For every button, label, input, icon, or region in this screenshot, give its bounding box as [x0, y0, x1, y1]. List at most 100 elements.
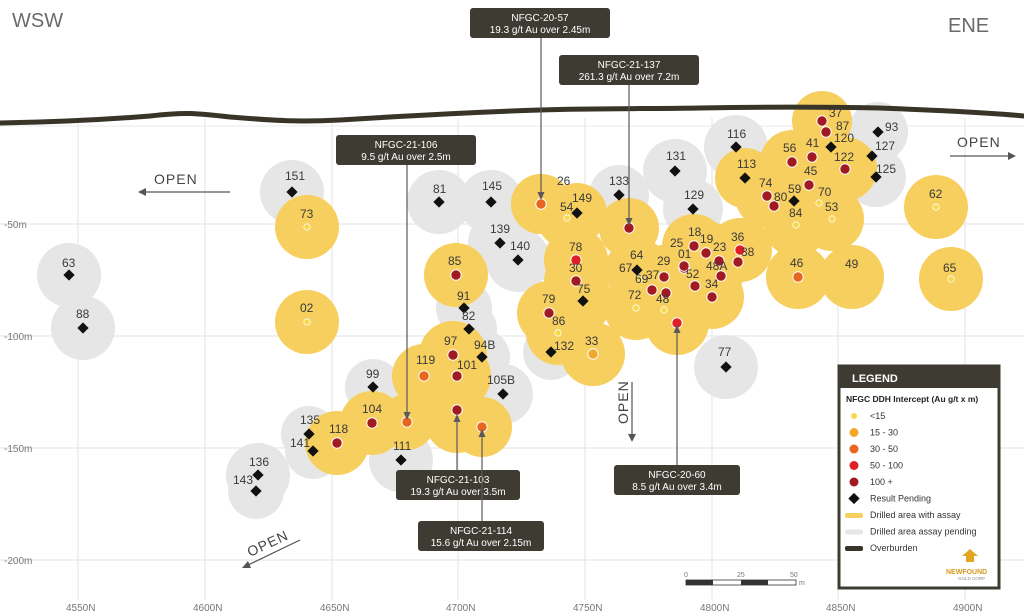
- drill-hole[interactable]: 33: [585, 334, 599, 360]
- intercept-marker: [587, 348, 599, 360]
- drill-hole[interactable]: 105B: [487, 373, 515, 400]
- hole-label: 88: [76, 307, 90, 321]
- drill-hole[interactable]: 133: [609, 174, 629, 201]
- drill-hole[interactable]: 94B: [474, 338, 495, 363]
- scale-unit: m: [799, 580, 805, 587]
- drill-hole[interactable]: 81: [433, 182, 447, 208]
- hole-label: 25: [670, 236, 684, 250]
- drill-hole[interactable]: 141: [290, 436, 319, 457]
- drill-hole[interactable]: 151: [285, 169, 305, 198]
- drill-hole[interactable]: 37: [816, 106, 843, 127]
- hole-label: 36: [731, 230, 745, 244]
- drill-hole[interactable]: 84: [789, 206, 803, 229]
- drill-hole[interactable]: 78: [569, 240, 583, 266]
- drill-hole[interactable]: 132: [545, 339, 574, 358]
- drill-hole[interactable]: 48A: [706, 259, 727, 282]
- intercept-marker: [734, 244, 746, 256]
- drill-hole[interactable]: 46: [790, 256, 804, 283]
- hole-label: 72: [628, 288, 642, 302]
- drill-hole[interactable]: 113: [737, 157, 756, 184]
- drill-hole[interactable]: 59: [788, 182, 802, 207]
- drill-hole[interactable]: 70: [815, 185, 832, 207]
- drill-hole[interactable]: 19: [700, 232, 714, 259]
- drill-hole[interactable]: 131: [666, 149, 686, 177]
- drill-hole[interactable]: 87: [820, 119, 850, 138]
- hole-label: 52: [686, 267, 700, 281]
- drill-hole[interactable]: 139: [490, 222, 510, 249]
- drill-hole[interactable]: 36: [731, 230, 746, 256]
- hole-label: 67: [619, 261, 633, 275]
- drill-hole[interactable]: 140: [510, 239, 530, 266]
- drill-hole[interactable]: 62: [929, 187, 943, 211]
- drill-hole[interactable]: 30: [569, 261, 583, 287]
- legend-item-label: Drilled area assay pending: [870, 527, 977, 537]
- drill-hole[interactable]: 23: [713, 240, 727, 267]
- drill-hole[interactable]: 01: [678, 247, 692, 272]
- hole-label: 101: [457, 358, 477, 372]
- drill-hole[interactable]: 80: [768, 190, 788, 212]
- intercept-marker: [543, 307, 555, 319]
- drill-hole[interactable]: 54: [560, 200, 574, 222]
- drill-hole[interactable]: 116: [727, 127, 746, 153]
- hole-label: 23: [713, 240, 727, 254]
- intercept-marker: [678, 260, 690, 272]
- drill-hole[interactable]: 122: [834, 150, 854, 175]
- drill-hole[interactable]: 18: [688, 225, 702, 252]
- legend-item: Drilled area with assay: [845, 510, 961, 520]
- result-pending-marker: [252, 469, 264, 481]
- drill-hole[interactable]: 48: [656, 292, 670, 314]
- drill-hole[interactable]: 75: [577, 282, 591, 307]
- hole-label: 136: [249, 455, 269, 469]
- drill-hole[interactable]: 52: [686, 267, 701, 292]
- drill-hole[interactable]: 135: [300, 413, 320, 440]
- drill-hole[interactable]: 119: [416, 353, 435, 382]
- drill-hole[interactable]: 127: [866, 139, 895, 162]
- drill-hole[interactable]: 86: [552, 314, 566, 337]
- drill-hole[interactable]: 65: [943, 261, 957, 283]
- drill-hole[interactable]: 101: [451, 358, 478, 382]
- drill-hole[interactable]: 69: [635, 272, 658, 296]
- drill-hole[interactable]: 64: [630, 248, 644, 276]
- drill-hole[interactable]: 38: [732, 245, 755, 268]
- drill-hole[interactable]: 120: [825, 131, 854, 153]
- drill-hole[interactable]: 118: [329, 422, 348, 449]
- drill-hole[interactable]: 111: [393, 439, 412, 466]
- drill-hole[interactable]: 45: [803, 164, 818, 191]
- drill-hole[interactable]: 74: [759, 176, 773, 202]
- drill-hole[interactable]: 143: [233, 473, 262, 497]
- drill-hole[interactable]: 02: [300, 301, 314, 326]
- hole-label: 38: [741, 245, 755, 259]
- scale-tick-25: 25: [737, 572, 745, 579]
- drill-hole[interactable]: 145: [482, 179, 502, 208]
- drill-hole[interactable]: 72: [628, 288, 642, 312]
- drill-hole[interactable]: 136: [249, 455, 269, 481]
- drill-hole[interactable]: 125: [870, 162, 896, 183]
- drill-hole[interactable]: 85: [448, 254, 462, 281]
- drill-hole[interactable]: 73: [300, 207, 314, 231]
- drill-hole[interactable]: 91: [457, 289, 471, 314]
- legend-pending-symbol: [848, 492, 860, 505]
- hole-label: 91: [457, 289, 471, 303]
- drill-hole[interactable]: 82: [462, 309, 476, 335]
- drill-hole[interactable]: 49: [845, 257, 859, 271]
- drill-hole[interactable]: 29: [657, 254, 671, 283]
- drill-hole[interactable]: 77: [718, 345, 732, 373]
- drill-hole[interactable]: 67: [619, 261, 643, 283]
- drill-hole[interactable]: 99: [366, 367, 380, 393]
- intercept-marker: [932, 203, 940, 211]
- drill-hole[interactable]: 97: [444, 334, 459, 361]
- drill-hole[interactable]: 53: [825, 200, 839, 223]
- open-label: OPEN: [957, 134, 1001, 150]
- hole-label: 73: [300, 207, 314, 221]
- scale-tick-0: 0: [684, 572, 688, 579]
- callout-hole: NFGC-20-57: [511, 13, 569, 24]
- drill-hole[interactable]: 56: [783, 141, 798, 168]
- drill-hole[interactable]: 41: [806, 136, 820, 163]
- drill-hole[interactable]: 37: [646, 268, 672, 299]
- drill-hole[interactable]: 79: [542, 292, 556, 319]
- drill-hole[interactable]: 149: [571, 191, 592, 219]
- drill-hole[interactable]: 104: [362, 402, 382, 429]
- drill-hole[interactable]: 34: [705, 277, 719, 303]
- drill-hole[interactable]: 129: [684, 188, 704, 215]
